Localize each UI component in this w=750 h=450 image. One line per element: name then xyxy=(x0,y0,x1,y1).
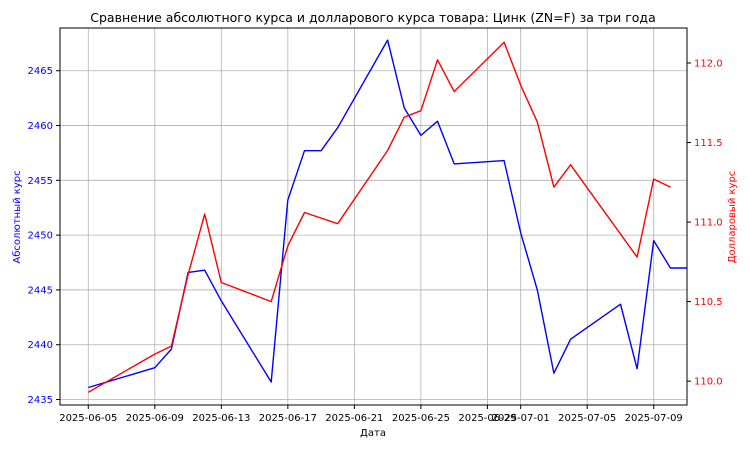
x-axis: 2025-06-05 2025-06-09 2025-06-13 2025-06-17… xyxy=(59,405,683,424)
chart-title: Сравнение абсолютного курса и долларовог… xyxy=(90,10,655,25)
series-layer xyxy=(87,39,687,393)
grid xyxy=(60,28,687,405)
x-tick-label: 2025-06-25 xyxy=(392,413,450,424)
y-left-tick-label: 2455 xyxy=(28,176,53,187)
y-right-tick-label: 110.5 xyxy=(694,297,723,308)
y-left-tick-label: 2450 xyxy=(28,231,53,242)
x-tick-label: 2025-07-01 xyxy=(492,413,550,424)
y-left-tick-label: 2445 xyxy=(28,285,53,296)
series-line-absolute xyxy=(88,39,687,389)
y-right-tick-label: 111.5 xyxy=(694,138,723,149)
x-tick-label: 2025-07-05 xyxy=(558,413,616,424)
y-left-tick-label: 2440 xyxy=(28,340,53,351)
x-tick-label: 2025-06-13 xyxy=(192,413,250,424)
y-right-tick-label: 111.0 xyxy=(694,218,723,229)
x-tick-label: 2025-07-09 xyxy=(625,413,683,424)
y-axis-right-label: Долларовый курс xyxy=(727,171,738,264)
x-tick-label: 2025-06-21 xyxy=(325,413,383,424)
x-axis-label: Дата xyxy=(360,428,386,439)
y-left-tick-label: 2465 xyxy=(28,66,53,77)
y-left-tick-label: 2460 xyxy=(28,121,53,132)
y-axis-left-label: Абсолютный курс xyxy=(12,170,23,263)
plot-frame xyxy=(59,27,688,406)
x-tick-label: 2025-06-17 xyxy=(259,413,317,424)
y-left-tick-label: 2435 xyxy=(28,395,53,406)
y-axis-right: 110.0 110.5 111.0 111.5 112.0 xyxy=(687,58,723,388)
y-right-tick-label: 110.0 xyxy=(694,377,723,388)
x-tick-label: 2025-06-05 xyxy=(59,413,117,424)
y-right-tick-label: 112.0 xyxy=(694,58,723,69)
series-line-dollar xyxy=(87,41,671,393)
y-axis-left: 2435 2440 2445 2450 2455 2460 2465 xyxy=(28,66,60,406)
x-tick-label: 2025-06-09 xyxy=(126,413,184,424)
x-tick-label: 2025-06-29 xyxy=(458,413,516,424)
